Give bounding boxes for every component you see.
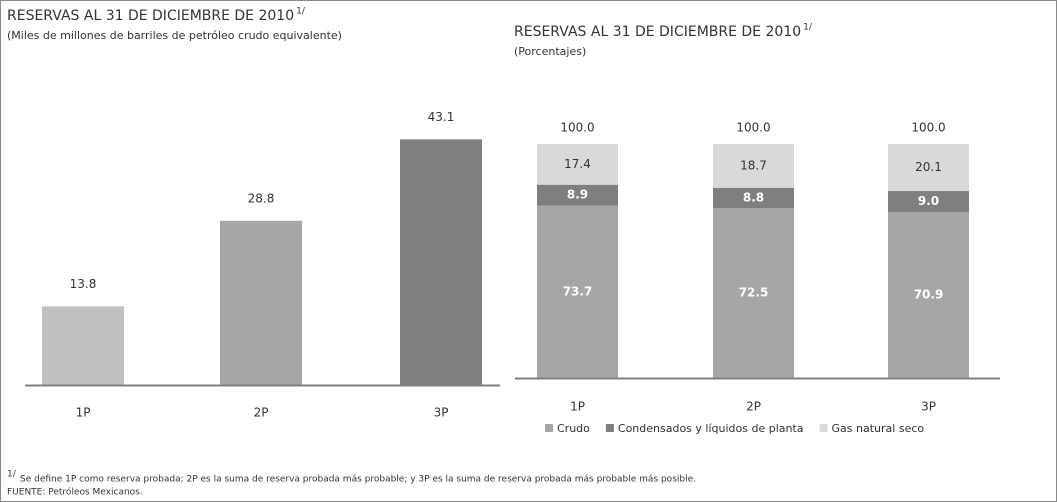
x-tick-label: 1P [76, 406, 91, 420]
value-label: 20.1 [915, 160, 942, 174]
bar-segment [537, 205, 618, 378]
bar-segment [888, 212, 969, 378]
value-label: 8.9 [567, 188, 588, 202]
legend-label: Condensados y líquidos de planta [618, 422, 804, 435]
chart-subtitle: (Porcentajes) [514, 45, 586, 58]
value-label: 72.5 [739, 286, 769, 300]
bar-segment [537, 144, 618, 185]
x-tick-label: 2P [746, 400, 761, 414]
total-label: 100.0 [911, 121, 945, 135]
legend-label: Gas natural seco [832, 422, 925, 435]
value-label: 13.8 [70, 277, 97, 291]
chart-subtitle: (Miles de millones de barriles de petról… [7, 29, 342, 42]
legend-swatch [819, 424, 828, 432]
bar-segment [888, 191, 969, 213]
chart-title: RESERVAS AL 31 DE DICIEMBRE DE 2010 [7, 8, 294, 24]
bar-segment [888, 144, 969, 192]
value-label: 9.0 [918, 194, 939, 208]
bar [42, 306, 124, 385]
bar-segment [713, 208, 794, 378]
total-label: 100.0 [560, 121, 594, 135]
value-label: 73.7 [563, 284, 593, 298]
value-label: 43.1 [428, 110, 455, 124]
x-tick-label: 3P [921, 400, 936, 414]
source: FUENTE: Petróleos Mexicanos. [7, 487, 143, 498]
value-label: 70.9 [914, 288, 944, 302]
bar [220, 220, 302, 385]
value-label: 17.4 [564, 157, 591, 171]
x-tick-label: 3P [434, 406, 449, 420]
footnote: Se define 1P como reserva probada; 2P es… [20, 475, 696, 485]
value-label: 18.7 [740, 158, 767, 172]
legend-swatch [605, 424, 614, 432]
footnote-mark: 1/ [7, 470, 17, 480]
title-note: 1/ [803, 23, 813, 33]
total-label: 100.0 [736, 121, 770, 135]
x-tick-label: 1P [570, 400, 585, 414]
bar [400, 139, 482, 385]
x-tick-label: 2P [254, 406, 269, 420]
bar-segment [537, 184, 618, 206]
legend-swatch [545, 424, 553, 432]
bar-segment [713, 144, 794, 188]
bar-segment [713, 187, 794, 209]
title-note: 1/ [296, 7, 306, 17]
value-label: 28.8 [248, 191, 275, 205]
chart-title: RESERVAS AL 31 DE DICIEMBRE DE 2010 [514, 24, 801, 40]
value-label: 8.8 [743, 191, 764, 205]
legend-label: Crudo [557, 422, 590, 435]
